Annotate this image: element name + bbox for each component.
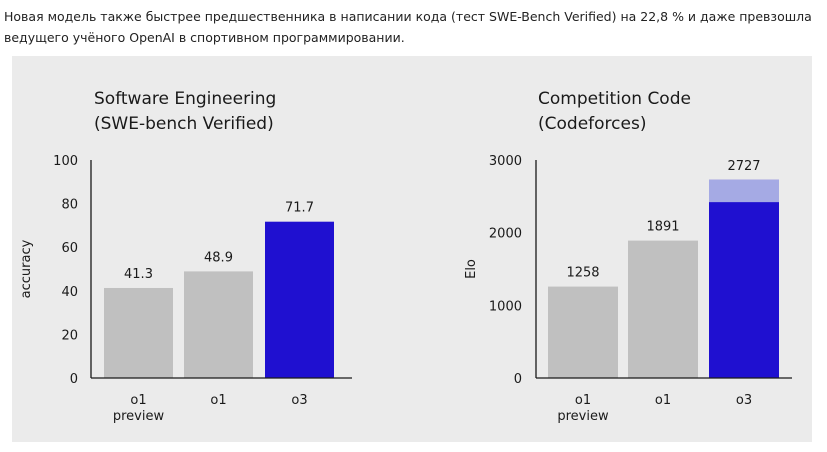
chart1-ytick-label: 0 xyxy=(70,372,78,387)
chart1-ytick-label: 100 xyxy=(53,154,78,169)
chart1-category-label-3: o3 xyxy=(291,393,307,408)
chart2-ytick-label: 0 xyxy=(514,372,522,387)
chart1-value-label-2: 48.9 xyxy=(204,250,233,265)
chart1-bar-3 xyxy=(265,221,334,378)
chart1-category-label-2: o1 xyxy=(210,393,226,408)
chart1-bar-1 xyxy=(104,287,173,378)
chart2-title-line-1: Competition Code xyxy=(538,89,691,109)
chart1-title-line-1: Software Engineering xyxy=(94,89,276,109)
chart1-ytick-label: 60 xyxy=(61,241,78,256)
chart1-y-axis-label: accuracy xyxy=(19,239,34,298)
chart2-ytick-label: 3000 xyxy=(489,154,522,169)
chart2-y-axis-label: Elo xyxy=(464,259,479,279)
charts-svg: Software Engineering (SWE-bench Verified)… xyxy=(19,89,792,424)
chart2-value-label-1: 1258 xyxy=(566,266,599,281)
chart1-ytick-label: 80 xyxy=(61,198,78,213)
chart1-category-label-1: preview xyxy=(113,409,165,424)
chart1-value-label-1: 41.3 xyxy=(124,267,153,282)
charts-panel: Software Engineering (SWE-bench Verified)… xyxy=(12,56,812,442)
chart2-category-label-3: o3 xyxy=(736,393,752,408)
chart1-value-label-3: 71.7 xyxy=(285,201,314,216)
chart2-category-label-1: preview xyxy=(557,409,609,424)
chart1-title-line-2: (SWE-bench Verified) xyxy=(94,114,274,134)
chart2-category-label-1: o1 xyxy=(575,393,591,408)
chart1-bar-2 xyxy=(184,271,253,378)
chart1-category-label-1: o1 xyxy=(130,393,146,408)
chart1-ytick-label: 40 xyxy=(61,285,78,300)
chart2-ytick-label: 1000 xyxy=(489,299,522,314)
chart2-bar-3-extension xyxy=(709,179,779,203)
chart2-category-label-2: o1 xyxy=(655,393,671,408)
chart2-bar-1 xyxy=(548,286,618,378)
article-intro-text: Новая модель также быстрее предшественни… xyxy=(4,9,812,45)
chart2-value-label-3: 2727 xyxy=(727,159,760,174)
chart2-title-line-2: (Codeforces) xyxy=(538,114,646,134)
chart1-ytick-label: 20 xyxy=(61,328,78,343)
chart2-value-label-2: 1891 xyxy=(646,220,679,235)
chart2-bar-3 xyxy=(709,179,779,378)
chart2-bar-2 xyxy=(628,240,698,378)
chart2-ytick-label: 2000 xyxy=(489,227,522,242)
